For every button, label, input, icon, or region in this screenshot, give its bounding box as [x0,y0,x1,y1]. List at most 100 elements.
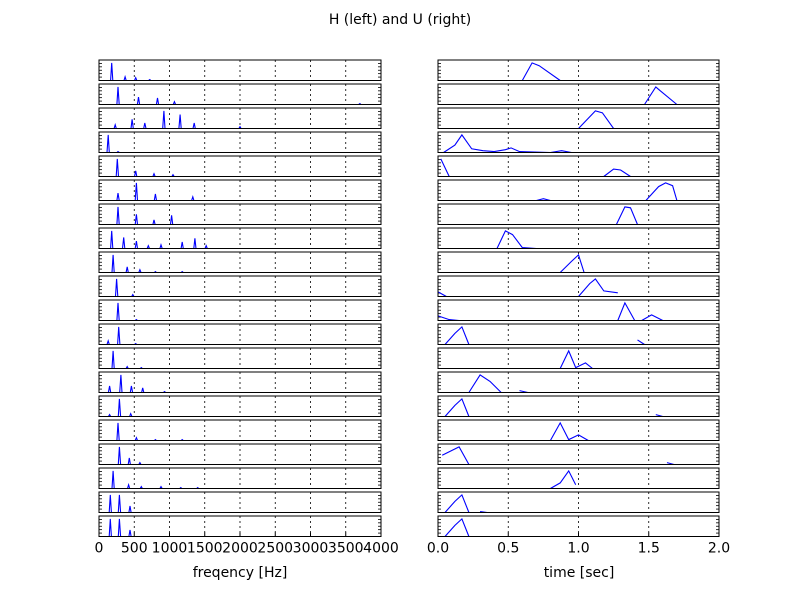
subplot-row [437,323,720,345]
x-tick-label: 3500 [328,541,364,557]
subplot-frame [437,419,720,441]
subplot-frame [98,275,382,297]
subplot-frame [437,299,720,321]
x-tick-label: 0 [95,541,104,557]
frequency-panel [98,59,382,538]
subplot-row [98,323,382,346]
subplot-frame [98,107,382,129]
subplot-frame [437,323,720,345]
subplot-row [437,467,720,489]
subplot-row [437,371,720,394]
frequency-axis-label: freqency [Hz] [193,565,288,581]
subplot-frame [98,443,382,465]
subplot-frame [437,275,720,297]
subplot-frame [98,395,382,417]
spectrum-line [99,518,381,538]
activation-line [550,469,577,489]
spectrum-line [99,494,381,514]
subplot-frame [437,371,720,393]
spectrum-line [99,326,381,346]
subplot-row [98,131,382,154]
activation-line [521,62,561,81]
subplot-row [98,371,382,394]
activation-line [444,517,470,537]
x-tick-label: 1500 [187,541,223,557]
subplot-frame [98,467,382,489]
activation-line [444,397,470,417]
subplot-row [98,59,382,82]
activation-line [440,158,450,177]
subplot-frame [98,371,382,393]
subplot-row [437,203,720,225]
time-x-axis: 0.0 0.5 1.0 1.5 2.0 [427,532,730,557]
x-tick-label: 500 [121,541,148,557]
x-tick-label: 0.0 [427,541,449,557]
spectrum-line [99,398,381,418]
activation-line [644,86,678,105]
activation-line [559,253,585,273]
time-axis-label: time [sec] [544,565,615,581]
subplot-frame [437,131,720,153]
subplot-row [437,491,720,514]
subplot-row [437,107,720,129]
subplot-row [98,107,382,130]
subplot-row [437,155,720,177]
activation-line [549,421,589,441]
x-tick-label: 2.0 [708,541,730,557]
subplot-frame [98,179,382,201]
subplot-frame [437,155,720,177]
activation-line [437,291,447,297]
subplot-frame [437,203,720,225]
activation-line [496,230,537,250]
x-tick-label: 2500 [257,541,293,557]
subplot-row [98,299,382,322]
x-tick-label: 1.5 [638,541,660,557]
subplot-frame [437,59,720,81]
x-tick-label: 1000 [152,541,188,557]
frequency-x-axis: 0 500 1000 1500 2000 2500 3000 3500 4000 [95,532,399,557]
activation-line [468,374,502,393]
activation-line [617,301,636,321]
spectrum-line [99,350,381,370]
subplot-frame [98,347,382,369]
subplot-frame [437,347,720,369]
subplot-frame [98,323,382,345]
activation-line [536,198,551,202]
subplot-row [98,83,382,106]
activation-line [637,339,645,345]
subplot-row [437,251,720,273]
subplot-frame [98,155,382,177]
spectrum-line [99,446,381,466]
time-panel [437,59,720,537]
subplot-frame [437,179,720,201]
subplot-frame [98,83,382,105]
subplot-frame [437,467,720,489]
subplot-row [437,299,720,322]
activation-line [559,349,593,369]
subplot-frame [437,491,720,513]
activation-line [444,493,470,513]
subplot-row [437,83,720,105]
subplot-frame [98,203,382,225]
figure-title: H (left) and U (right) [329,12,471,28]
subplot-row [437,131,720,154]
activation-line [645,182,678,201]
subplot-frame [98,299,382,321]
activation-line [641,314,664,321]
subplot-frame [437,395,720,417]
subplot-frame [437,107,720,129]
subplot-row [98,179,382,202]
activation-line [615,206,639,225]
subplot-frame [98,419,382,441]
subplot-frame [98,59,382,81]
subplot-row [437,347,720,369]
x-tick-label: 2000 [222,541,258,557]
subplot-frame [437,443,720,465]
subplot-row [437,179,720,202]
subplot-row [437,443,720,466]
subplot-row [98,275,382,298]
activation-line [603,168,631,177]
subplot-row [98,419,382,442]
subplot-row [437,59,720,81]
subplot-frame [98,491,382,513]
